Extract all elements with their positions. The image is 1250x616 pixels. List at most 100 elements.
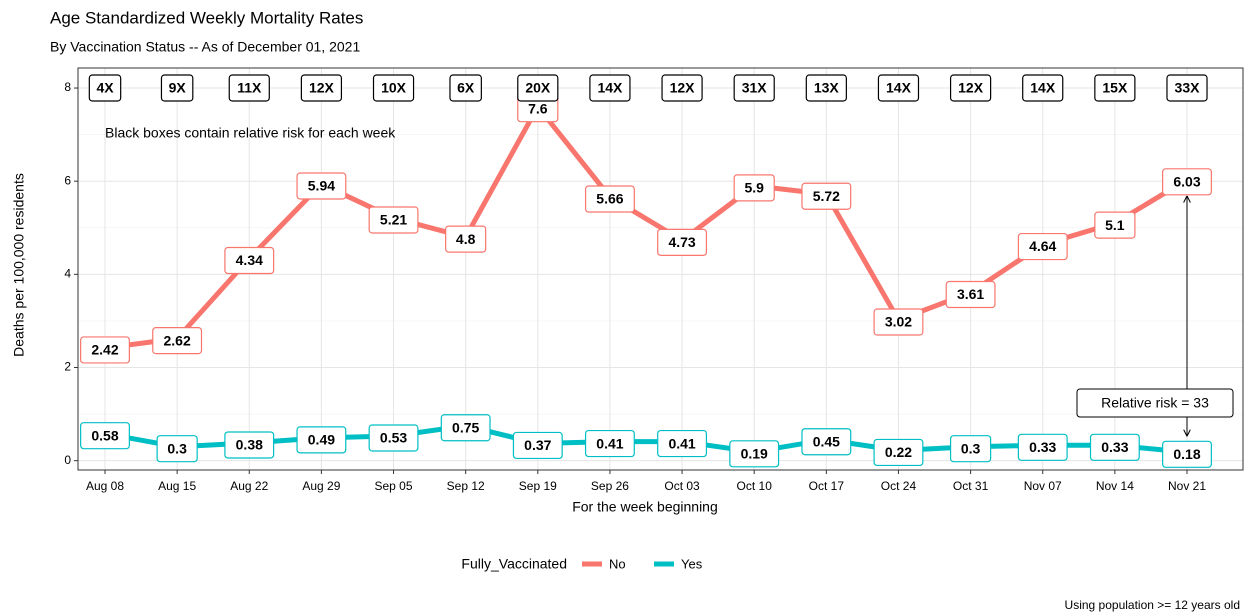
risk-note: Black boxes contain relative risk for ea… (105, 125, 396, 141)
risk-label: 6X (457, 80, 475, 96)
risk-label-box (1094, 74, 1136, 102)
risk-label-box (805, 74, 847, 102)
y-tick-label: 6 (64, 173, 71, 187)
y-tick-label: 4 (64, 267, 71, 281)
risk-label: 12X (309, 80, 335, 96)
risk-label: 4X (96, 80, 114, 96)
x-tick-label: Aug 08 (86, 479, 124, 493)
data-label: 0.33 (1101, 439, 1128, 455)
risk-label-box (877, 74, 920, 102)
data-label-box (584, 185, 635, 213)
risk-label: 33X (1175, 80, 1201, 96)
risk-label: 15X (1102, 80, 1128, 96)
risk-label: 9X (169, 80, 187, 96)
legend-label: No (609, 556, 626, 571)
data-label: 5.1 (1105, 217, 1125, 233)
x-tick-label: Aug 29 (302, 479, 340, 493)
data-label-box (512, 431, 563, 460)
data-label-box (1017, 433, 1068, 461)
data-label-box (584, 429, 635, 458)
data-label: 0.33 (1029, 439, 1056, 455)
data-label-box (152, 327, 203, 355)
data-label-box (657, 429, 708, 458)
data-label-box (80, 336, 130, 364)
legend-title: Fully_Vaccinated (461, 556, 567, 572)
data-label: 4.8 (456, 231, 476, 247)
risk-label-box (228, 74, 270, 102)
series-line (104, 102, 1189, 351)
risk-label: 14X (597, 80, 623, 96)
data-label-box (1089, 433, 1140, 461)
y-tick-label: 2 (64, 360, 71, 374)
data-label-box (873, 308, 924, 336)
x-tick-label: Nov 21 (1168, 479, 1206, 493)
risk-label-box (449, 74, 482, 102)
data-label-box (296, 172, 347, 200)
data-label: 0.37 (524, 437, 551, 453)
data-label-box (224, 431, 275, 459)
x-tick-label: Sep 12 (447, 479, 485, 493)
data-label: 0.19 (741, 446, 768, 462)
x-tick-label: Aug 22 (230, 479, 268, 493)
data-label: 2.62 (164, 332, 191, 348)
data-label-box (949, 435, 992, 463)
legend-label: Yes (681, 556, 703, 571)
risk-label: 13X (814, 80, 840, 96)
data-label: 2.42 (91, 342, 118, 358)
risk-label-box (733, 74, 775, 102)
risk-label: 14X (1030, 80, 1056, 96)
plot-border (77, 67, 1244, 471)
data-label: 0.18 (1173, 446, 1200, 462)
data-label: 0.45 (813, 433, 840, 449)
risk-callout: Relative risk = 33 (1101, 395, 1209, 411)
data-label: 5.66 (596, 191, 623, 207)
data-label-box (945, 280, 996, 309)
risk-label-box (372, 74, 415, 102)
data-label: 6.03 (1173, 173, 1200, 189)
data-label: 0.3 (167, 440, 187, 456)
y-tick-label: 0 (64, 453, 71, 467)
data-label: 0.41 (668, 435, 695, 451)
data-label-box (296, 426, 347, 454)
data-label-box (80, 422, 130, 450)
data-label: 0.58 (91, 427, 118, 443)
data-label: 4.73 (668, 234, 695, 250)
risk-callout-box (1076, 388, 1234, 418)
risk-label: 14X (886, 80, 912, 96)
data-label-box (657, 228, 708, 256)
data-label-box (733, 174, 775, 202)
x-tick-label: Sep 19 (519, 479, 557, 493)
risk-label-box (88, 74, 122, 102)
grid (78, 68, 1243, 470)
risk-label-box (1166, 74, 1208, 102)
data-label: 5.21 (380, 212, 407, 228)
data-label: 5.72 (813, 188, 840, 204)
data-label: 0.22 (885, 444, 912, 460)
data-label: 7.6 (528, 100, 548, 116)
data-label-box (368, 424, 419, 452)
risk-label-box (661, 74, 703, 102)
x-tick-label: Oct 03 (664, 479, 700, 493)
x-tick-label: Oct 10 (737, 479, 773, 493)
data-label-box (801, 428, 852, 456)
risk-label: 12X (670, 80, 696, 96)
risk-label: 31X (742, 80, 768, 96)
risk-label: 10X (381, 80, 407, 96)
risk-label-box (949, 74, 992, 102)
x-tick-label: Sep 05 (375, 479, 413, 493)
risk-label: 11X (237, 80, 262, 96)
y-tick-label: 8 (64, 80, 71, 94)
data-label: 0.53 (380, 430, 407, 446)
x-tick-label: Oct 24 (881, 479, 917, 493)
data-label-box (224, 246, 275, 275)
data-label: 0.75 (452, 419, 479, 435)
risk-label-box (589, 74, 631, 102)
risk-label: 20X (525, 80, 551, 96)
data-label-box (368, 206, 419, 234)
x-tick-label: Oct 31 (953, 479, 989, 493)
data-label-box (156, 435, 198, 463)
chart-subtitle: By Vaccination Status -- As of December … (50, 39, 360, 55)
data-label-box (729, 440, 780, 468)
data-label: 0.41 (596, 435, 623, 451)
